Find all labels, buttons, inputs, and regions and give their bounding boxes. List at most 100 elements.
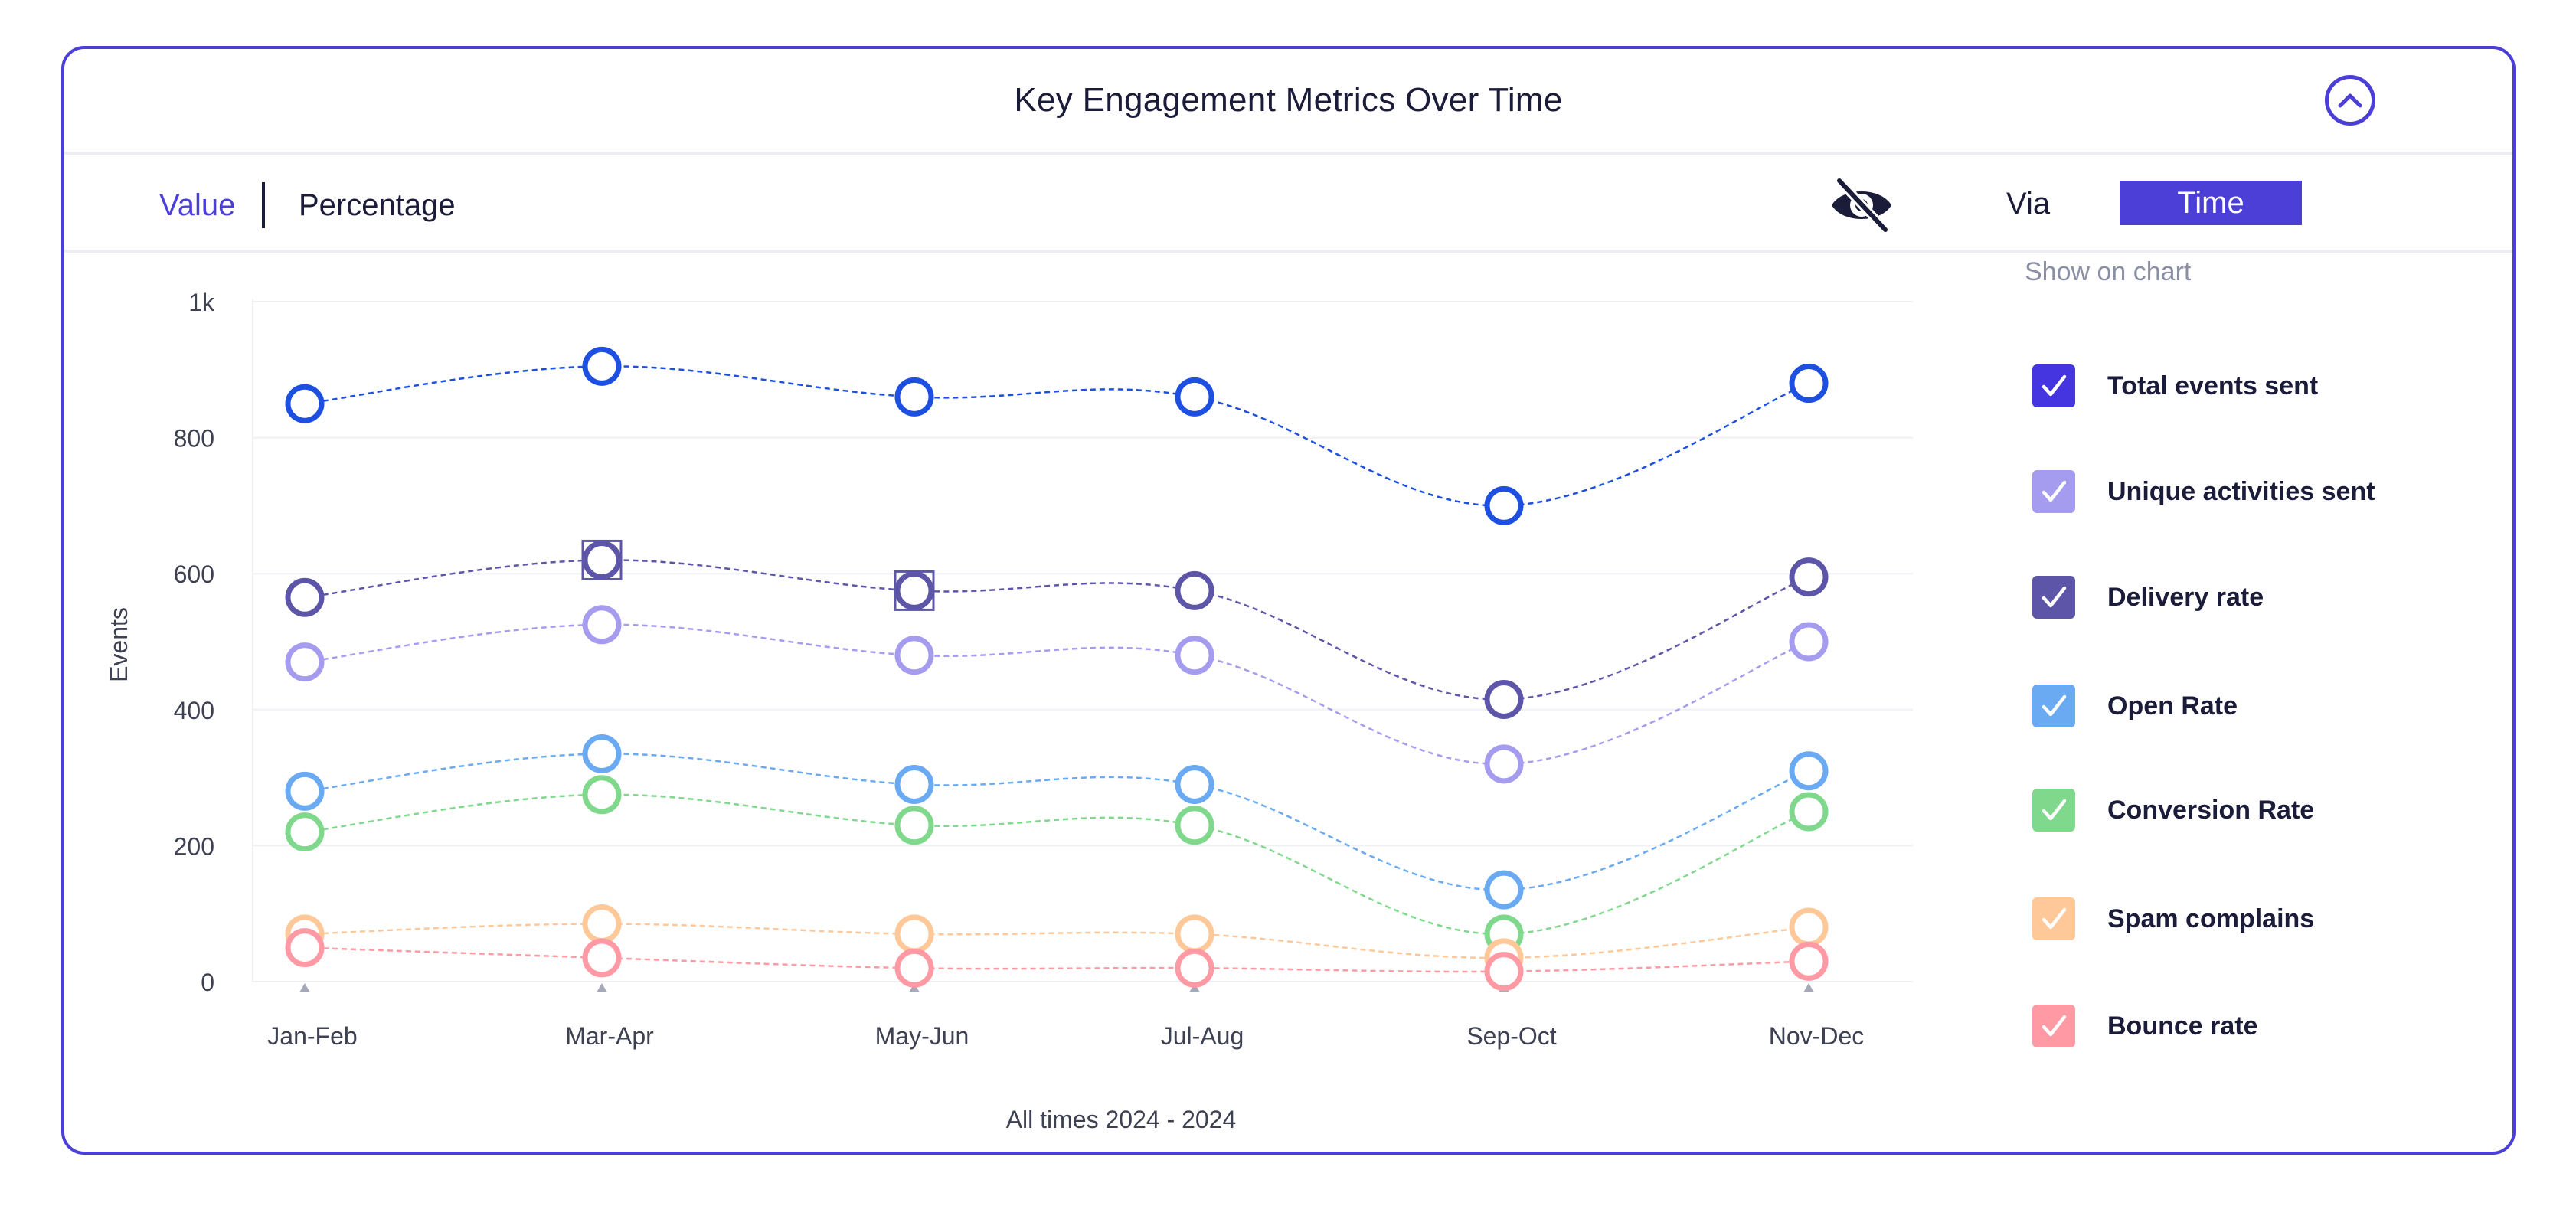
y-tick-label: 400	[174, 697, 214, 724]
checkmark-icon	[2042, 799, 2067, 821]
line-chart: 0 200 400 600 800 1k Events Jan-Feb Mar-Apr May-J…	[105, 289, 1913, 1050]
series-line	[304, 946, 1809, 973]
x-tick-label: May-Jun	[875, 1022, 969, 1050]
chart-axes: 0 200 400 600 800 1k Events Jan-Feb Mar-Apr May-J…	[105, 289, 1864, 1050]
card-title: Key Engagement Metrics Over Time	[1014, 81, 1563, 119]
legend-label: Spam complains	[2107, 904, 2315, 933]
data-point	[1789, 557, 1829, 597]
y-tick-label: 0	[201, 969, 214, 996]
data-point	[285, 577, 325, 617]
data-point	[1484, 744, 1524, 784]
data-point	[1484, 870, 1524, 910]
x-tick-marker	[909, 983, 920, 992]
x-tick-marker	[299, 983, 310, 992]
data-point	[582, 938, 622, 978]
legend-checkbox[interactable]	[2032, 789, 2075, 832]
legend-checkbox[interactable]	[2032, 470, 2075, 513]
card-header: Key Engagement Metrics Over Time	[64, 49, 2512, 155]
chart-markers	[285, 346, 1829, 992]
y-tick-label: 200	[174, 832, 214, 860]
data-point	[894, 636, 934, 675]
x-tick-label: Jul-Aug	[1161, 1022, 1244, 1050]
y-tick-label: 600	[174, 560, 214, 588]
legend-label: Conversion Rate	[2107, 795, 2315, 825]
legend-label: Open Rate	[2107, 691, 2238, 721]
data-point	[894, 570, 934, 610]
series-line	[304, 559, 1809, 701]
time-range-years: 2024 - 2024	[1105, 1106, 1237, 1133]
eye-off-icon	[1832, 176, 1891, 234]
series-line	[304, 623, 1809, 766]
data-point	[285, 928, 325, 968]
chart-card: Key Engagement Metrics Over Time Value P…	[61, 46, 2516, 1155]
time-toggle-button[interactable]: Time	[2120, 181, 2302, 225]
data-point	[285, 812, 325, 852]
legend-checkbox[interactable]	[2032, 1005, 2075, 1047]
chart-series	[304, 365, 1809, 973]
data-point	[1484, 952, 1524, 992]
x-tick-marker	[1803, 983, 1814, 992]
percentage-mode-toggle[interactable]: Percentage	[299, 188, 456, 222]
data-point	[894, 948, 934, 988]
legend-item-unique-activities[interactable]: Unique activities sent	[2032, 469, 2375, 515]
data-point	[1789, 792, 1829, 832]
data-point	[582, 734, 622, 774]
legend-item-bounce-rate[interactable]: Bounce rate	[2032, 1003, 2258, 1049]
data-point	[1175, 948, 1214, 988]
data-point	[1789, 751, 1829, 791]
legend-checkbox[interactable]	[2032, 576, 2075, 619]
data-point	[1789, 907, 1829, 947]
data-point	[894, 764, 934, 804]
x-tick-label: Mar-Apr	[565, 1022, 654, 1050]
data-point	[1789, 364, 1829, 404]
legend-item-spam-complains[interactable]: Spam complains	[2032, 896, 2314, 942]
chevron-up-icon	[2338, 93, 2362, 108]
x-tick-marker	[1189, 983, 1200, 992]
x-tick-label: Nov-Dec	[1769, 1022, 1864, 1050]
series-line	[304, 365, 1809, 507]
y-axis-label: Events	[105, 607, 132, 682]
time-range-footer: All times 2024 - 2024	[907, 1106, 1335, 1134]
data-point	[1484, 679, 1524, 719]
legend-item-open-rate[interactable]: Open Rate	[2032, 683, 2238, 729]
data-point	[582, 605, 622, 645]
legend-label: Bounce rate	[2107, 1011, 2258, 1041]
checkmark-icon	[2042, 907, 2067, 930]
x-tick-label: Sep-Oct	[1466, 1022, 1556, 1050]
data-point	[894, 914, 934, 954]
data-point	[1175, 636, 1214, 675]
data-point	[1484, 485, 1524, 525]
value-mode-toggle[interactable]: Value	[159, 188, 236, 222]
y-tick-label: 1k	[188, 289, 215, 316]
data-point	[285, 642, 325, 682]
legend-checkbox[interactable]	[2032, 897, 2075, 940]
legend-checkbox[interactable]	[2032, 364, 2075, 407]
data-point	[1175, 377, 1214, 417]
hide-series-button[interactable]	[1827, 176, 1896, 234]
checkmark-icon	[2042, 1015, 2067, 1037]
x-tick-label: Jan-Feb	[267, 1022, 357, 1050]
checkmark-icon	[2042, 586, 2067, 608]
legend-label: Delivery rate	[2107, 582, 2264, 612]
data-point	[582, 775, 622, 815]
more-options-button[interactable]	[2515, 74, 2516, 129]
via-toggle[interactable]: Via	[2006, 187, 2051, 221]
collapse-button[interactable]	[2325, 75, 2375, 126]
legend-item-conversion-rate[interactable]: Conversion Rate	[2032, 787, 2314, 833]
data-point	[1789, 941, 1829, 981]
y-tick-label: 800	[174, 425, 214, 453]
legend-item-total-events[interactable]: Total events sent	[2032, 363, 2318, 409]
data-point	[285, 384, 325, 423]
series-line	[304, 923, 1809, 959]
data-point	[1175, 764, 1214, 804]
data-point	[1175, 570, 1214, 610]
data-point	[894, 377, 934, 417]
data-point	[582, 904, 622, 944]
data-point	[1175, 914, 1214, 954]
data-point	[1789, 622, 1829, 662]
series-line	[304, 793, 1809, 936]
mode-divider	[262, 182, 265, 228]
legend-item-delivery-rate[interactable]: Delivery rate	[2032, 574, 2264, 620]
chart-grid	[253, 301, 1913, 982]
legend-checkbox[interactable]	[2032, 685, 2075, 727]
